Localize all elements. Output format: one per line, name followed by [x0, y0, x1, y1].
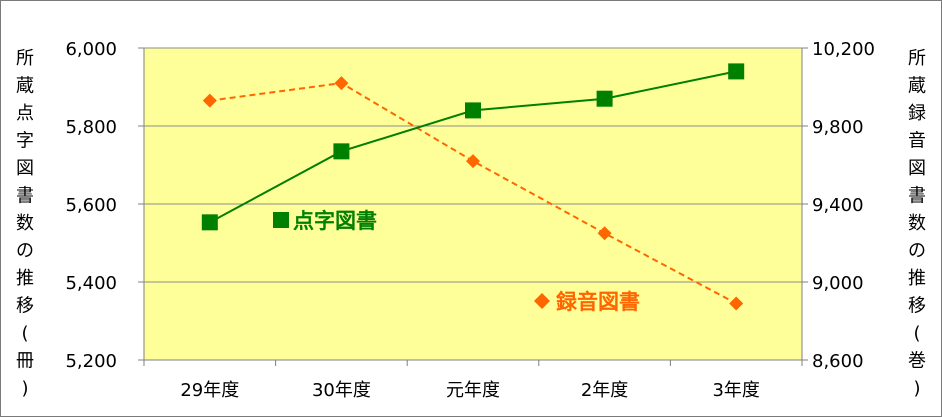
braille-label-text: 点字図書: [293, 209, 377, 233]
left-axis-label-char-5: 書: [16, 186, 34, 207]
right-tick-label-1: 9,800: [812, 117, 864, 138]
right-tick-label-3: 9,000: [812, 273, 864, 294]
right-axis-label-char-0: 所: [908, 48, 926, 69]
left-tick-label-2: 5,600: [65, 195, 117, 216]
left-axis-label-char-11: 冊: [16, 351, 34, 372]
braille-point-1: [333, 143, 350, 160]
left-axis-label-char-4: 図: [16, 158, 34, 179]
left-axis-label-char-0: 所: [16, 48, 34, 69]
right-axis-label-char-5: 書: [908, 186, 926, 207]
right-axis-label-char-11: 巻: [908, 351, 926, 372]
right-axis-label-char-9: 移: [908, 296, 926, 317]
audio-label-marker: [534, 293, 550, 309]
series-braille: [201, 63, 745, 231]
x-axis-ticks: 29年度 30年度 元年度 2年度 3年度: [143, 360, 803, 401]
right-axis-label-char-1: 蔵: [908, 76, 926, 97]
braille-label-marker: [273, 212, 289, 228]
right-axis-label-char-4: 図: [908, 158, 926, 179]
right-axis-label-char-7: の: [908, 241, 926, 262]
right-axis-label-char-8: 推: [908, 268, 926, 289]
audio-point-0: [202, 93, 217, 108]
audio-point-3: [597, 226, 612, 241]
left-axis-label-char-7: の: [16, 241, 34, 262]
braille-point-3: [596, 90, 613, 107]
left-tick-label-3: 5,400: [65, 273, 117, 294]
x-tick-label-1: 30年度: [312, 380, 371, 401]
right-axis-label-char-3: 音: [908, 131, 926, 152]
right-tick-label-4: 8,600: [812, 351, 864, 372]
series-audio: [202, 76, 744, 311]
braille-point-4: [728, 63, 745, 80]
audio-point-4: [729, 296, 744, 311]
left-axis-label-char-2: 点: [16, 103, 34, 124]
right-axis-label-char-2: 録: [908, 103, 926, 124]
right-tick-label-2: 9,400: [812, 195, 864, 216]
series-label-audio: 録音図書: [534, 290, 640, 314]
audio-point-1: [334, 76, 349, 91]
left-tick-label-0: 6,000: [65, 39, 117, 60]
audio-point-2: [466, 154, 480, 169]
right-axis-label-char-6: 数: [908, 213, 926, 234]
right-axis-label-char-10: (: [913, 323, 920, 344]
x-tick-label-3: 2年度: [581, 380, 628, 401]
left-axis-label-char-9: 移: [16, 296, 34, 317]
right-axis-ticks: 10,200 9,800 9,400 9,000 8,600: [802, 39, 875, 372]
braille-point-2: [465, 102, 481, 119]
audio-label-text: 録音図書: [556, 290, 640, 314]
left-axis-label-char-10: (: [21, 323, 28, 344]
left-tick-label-4: 5,200: [65, 351, 117, 372]
left-tick-label-1: 5,800: [65, 117, 117, 138]
x-tick-label-4: 3年度: [712, 380, 759, 401]
series-label-braille: 点字図書: [273, 209, 377, 233]
x-tick-label-0: 29年度: [180, 380, 239, 401]
left-axis-label-char-6: 数: [16, 213, 34, 234]
left-axis-label-char-12: ): [21, 378, 28, 399]
left-axis-label-char-8: 推: [16, 268, 34, 289]
grid-lines: [144, 47, 802, 283]
braille-point-0: [201, 214, 218, 231]
left-axis-label-char-3: 字: [16, 131, 34, 152]
right-tick-label-0: 10,200: [812, 39, 875, 60]
right-axis-label-char-12: ): [913, 378, 920, 399]
left-axis-label-char-1: 蔵: [16, 76, 34, 97]
left-axis-ticks: 6,000 5,800 5,600 5,400 5,200: [65, 39, 144, 372]
x-tick-label-2: 元年度: [446, 380, 500, 401]
